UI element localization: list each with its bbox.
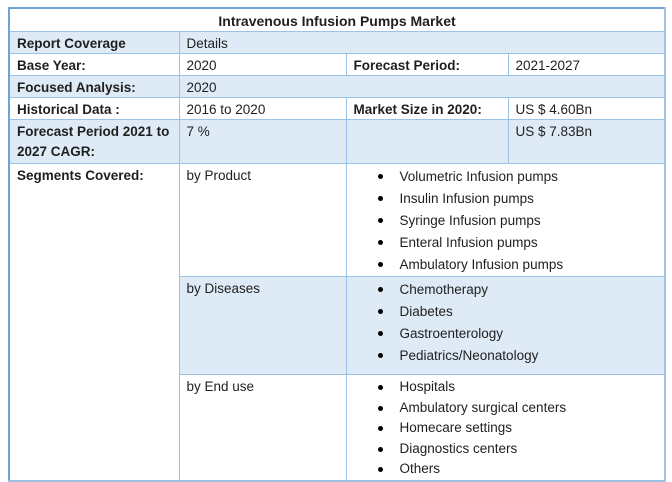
- market-size-2020-value: US $ 4.60Bn: [507, 97, 666, 120]
- market-size-2020-label: Market Size in 2020:: [345, 97, 509, 120]
- list-item: Hospitals: [347, 377, 664, 398]
- list-item: Diabetes: [347, 301, 664, 323]
- list-item: Volumetric Infusion pumps: [347, 166, 664, 188]
- list-item: Others: [347, 459, 664, 480]
- base-year-label: Base Year:: [8, 53, 180, 76]
- segment-diseases-items-cell: Chemotherapy Diabetes Gastroenterology Pedi…: [345, 276, 666, 375]
- list-item: Ambulatory Infusion pumps: [347, 254, 664, 276]
- focused-analysis-row: Focused Analysis: 2020: [8, 75, 666, 98]
- list-item: Pediatrics/Neonatology: [347, 345, 664, 367]
- segments-diseases-row: by Diseases Chemotherapy Diabetes Gastroen…: [9, 276, 666, 375]
- forecast-period-value: 2021-2027: [507, 53, 666, 76]
- segment-items-list-product: Volumetric Infusion pumps Insulin Infusio…: [347, 165, 664, 276]
- title-row: Intravenous Infusion Pumps Market: [8, 7, 666, 32]
- market-size-2027-value: US $ 7.83Bn: [507, 119, 666, 164]
- list-item: Ambulatory surgical centers: [347, 398, 664, 419]
- base-year-row: Base Year: 2020 Forecast Period: 2021-20…: [8, 53, 666, 76]
- segment-items-list-diseases: Chemotherapy Diabetes Gastroenterology Pedi…: [347, 278, 664, 368]
- report-coverage-value: Details: [178, 31, 666, 54]
- list-item: Gastroenterology: [347, 323, 664, 345]
- focused-analysis-label: Focused Analysis:: [8, 75, 180, 98]
- market-report-table: Intravenous Infusion Pumps Market Report…: [8, 7, 667, 482]
- focused-analysis-value: 2020: [178, 75, 666, 98]
- segment-group-label-product: by Product: [178, 163, 347, 277]
- segments-product-row: Segments Covered: by Product Volumetric …: [8, 163, 666, 481]
- segment-group-label-diseases: by Diseases: [178, 276, 347, 375]
- segment-items-list-enduse: Hospitals Ambulatory surgical centers Home…: [347, 376, 664, 480]
- list-item: Chemotherapy: [347, 279, 664, 301]
- base-year-value: 2020: [178, 53, 347, 76]
- list-item: Insulin Infusion pumps: [347, 188, 664, 210]
- list-item: Homecare settings: [347, 418, 664, 439]
- segment-group-label-enduse: by End use: [178, 374, 347, 481]
- list-item: Syringe Infusion pumps: [347, 210, 664, 232]
- segments-enduse-row: by End use Hospitals Ambulatory surgical …: [9, 374, 666, 481]
- report-coverage-row: Report Coverage Details: [8, 31, 666, 54]
- segments-covered-label: Segments Covered:: [8, 163, 180, 481]
- cagr-label: Forecast Period 2021 to 2027 CAGR:: [8, 119, 180, 164]
- list-item: Diagnostics centers: [347, 439, 664, 460]
- historical-data-row: Historical Data : 2016 to 2020 Market Si…: [8, 97, 666, 120]
- cagr-row: Forecast Period 2021 to 2027 CAGR: 7 % U…: [8, 119, 666, 164]
- historical-data-value: 2016 to 2020: [178, 97, 347, 120]
- empty-cell: [345, 119, 509, 164]
- segment-enduse-items-cell: Hospitals Ambulatory surgical centers Home…: [345, 374, 666, 481]
- segment-product-items-cell: Volumetric Infusion pumps Insulin Infusio…: [345, 163, 666, 277]
- forecast-period-label: Forecast Period:: [345, 53, 509, 76]
- table-title: Intravenous Infusion Pumps Market: [8, 7, 666, 32]
- cagr-value: 7 %: [178, 119, 347, 164]
- list-item: Enteral Infusion pumps: [347, 232, 664, 254]
- historical-data-label: Historical Data :: [8, 97, 180, 120]
- report-coverage-label: Report Coverage: [8, 31, 180, 54]
